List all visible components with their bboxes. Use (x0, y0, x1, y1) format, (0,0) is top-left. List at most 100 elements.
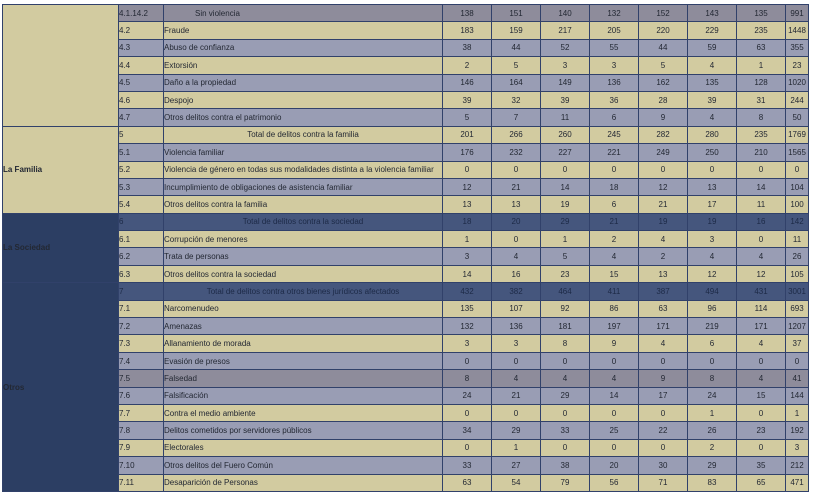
value-cell: 39 (687, 90, 737, 110)
value-cell: 23 (736, 421, 786, 440)
value-cell: 181 (540, 317, 590, 336)
value-cell: 31 (736, 90, 786, 110)
value-cell: 21 (491, 177, 541, 197)
value-cell: 21 (589, 212, 639, 232)
value-cell: 39 (540, 90, 590, 110)
row-total-cell: 471 (785, 473, 809, 492)
value-cell: 15 (589, 264, 639, 284)
description-cell: Narcomenudeo (163, 299, 443, 319)
value-cell: 59 (687, 38, 737, 58)
code-cell: 4.2 (118, 21, 164, 40)
table-row: 4.2 Fraude 183 159 217 205 220 229 235 1448 (3, 21, 809, 40)
table-row: 7.2 Amenazas 132 136 181 197 171 219 171 1207 (3, 317, 809, 336)
value-cell: 0 (442, 438, 492, 458)
code-cell: 5.4 (118, 195, 164, 214)
value-cell: 32 (491, 90, 541, 110)
value-cell: 19 (638, 212, 688, 232)
value-cell: 114 (736, 299, 786, 319)
code-cell: 4.1.14.2 (118, 3, 164, 23)
value-cell: 0 (589, 403, 639, 423)
value-cell: 171 (638, 317, 688, 336)
row-total-cell: 100 (785, 195, 809, 214)
value-cell: 132 (442, 317, 492, 336)
value-cell: 44 (638, 38, 688, 58)
value-cell: 0 (491, 230, 541, 249)
code-cell: 5.3 (118, 177, 164, 197)
table-row: La Familia 5 Total de delitos contra la fa… (2, 125, 809, 214)
table-row: 5.3 Incumplimiento de obligaciones de asi… (3, 177, 809, 197)
value-cell: 33 (442, 456, 492, 475)
value-cell: 8 (540, 334, 590, 353)
value-cell: 0 (736, 230, 786, 249)
value-cell: 4 (687, 56, 737, 75)
value-cell: 44 (491, 38, 541, 58)
value-cell: 12 (638, 177, 688, 197)
description-cell: Fraude (163, 21, 443, 40)
value-cell: 1 (540, 230, 590, 249)
value-cell: 4 (491, 369, 541, 388)
value-cell: 63 (638, 299, 688, 319)
value-cell: 431 (736, 282, 786, 301)
value-cell: 20 (589, 456, 639, 475)
value-cell: 2 (687, 438, 737, 458)
table-row: La Sociedad 6 Total de delitos contra la s… (2, 212, 809, 284)
value-cell: 4 (638, 230, 688, 249)
value-cell: 12 (687, 264, 737, 284)
value-cell: 136 (589, 73, 639, 92)
value-cell: 432 (442, 282, 492, 301)
value-cell: 21 (638, 195, 688, 214)
value-cell: 28 (638, 90, 688, 110)
value-cell: 280 (687, 125, 737, 145)
value-cell: 16 (491, 264, 541, 284)
value-cell: 29 (540, 386, 590, 405)
code-cell: 4.4 (118, 56, 164, 75)
value-cell: 25 (589, 421, 639, 440)
value-cell: 382 (491, 282, 541, 301)
value-cell: 23 (540, 264, 590, 284)
table-row: 7.6 Falsificación 24 21 29 14 17 24 15 144 (3, 386, 809, 405)
value-cell: 0 (687, 351, 737, 371)
value-cell: 1 (736, 56, 786, 75)
code-cell: 7.1 (118, 299, 164, 319)
description-cell: Evasión de presos (163, 351, 443, 371)
value-cell: 143 (687, 3, 737, 23)
crime-statistics-table: 4.1.14.2 Sin violencia 138 151 140 132 152 143 1… (2, 3, 809, 492)
row-total-cell: 11 (785, 230, 809, 249)
value-cell: 232 (491, 143, 541, 162)
value-cell: 132 (589, 3, 639, 23)
value-cell: 92 (540, 299, 590, 319)
value-cell: 249 (638, 143, 688, 162)
table-row: 7.8 Delitos cometidos por servidores públ… (3, 421, 809, 440)
value-cell: 33 (540, 421, 590, 440)
value-cell: 219 (687, 317, 737, 336)
description-cell: Corrupción de menores (163, 230, 443, 249)
description-cell: Trata de personas (163, 247, 443, 266)
value-cell: 6 (687, 334, 737, 353)
value-cell: 15 (736, 386, 786, 405)
code-cell: 5 (118, 125, 164, 145)
row-total-cell: 23 (785, 56, 809, 75)
value-cell: 235 (736, 125, 786, 145)
value-cell: 6 (589, 195, 639, 214)
description-cell: Despojo (163, 90, 443, 110)
code-cell: 5.2 (118, 160, 164, 179)
description-cell: Extorsión (163, 56, 443, 75)
description-cell: Violencia de género en todas sus modalid… (163, 160, 443, 179)
value-cell: 8 (687, 369, 737, 388)
value-cell: 2 (589, 230, 639, 249)
value-cell: 54 (491, 473, 541, 492)
value-cell: 4 (491, 247, 541, 266)
value-cell: 9 (589, 334, 639, 353)
value-cell: 245 (589, 125, 639, 145)
value-cell: 0 (589, 438, 639, 458)
code-cell: 7.8 (118, 421, 164, 440)
description-cell: Delitos cometidos por servidores público… (163, 421, 443, 440)
value-cell: 14 (540, 177, 590, 197)
value-cell: 146 (442, 73, 492, 92)
table-row: 7.9 Electorales 0 1 0 0 0 2 0 3 (3, 438, 809, 458)
value-cell: 107 (491, 299, 541, 319)
value-cell: 36 (589, 90, 639, 110)
value-cell: 18 (442, 212, 492, 232)
value-cell: 5 (638, 56, 688, 75)
table-row: 6.2 Trata de personas 3 4 5 4 2 4 4 26 (3, 247, 809, 266)
